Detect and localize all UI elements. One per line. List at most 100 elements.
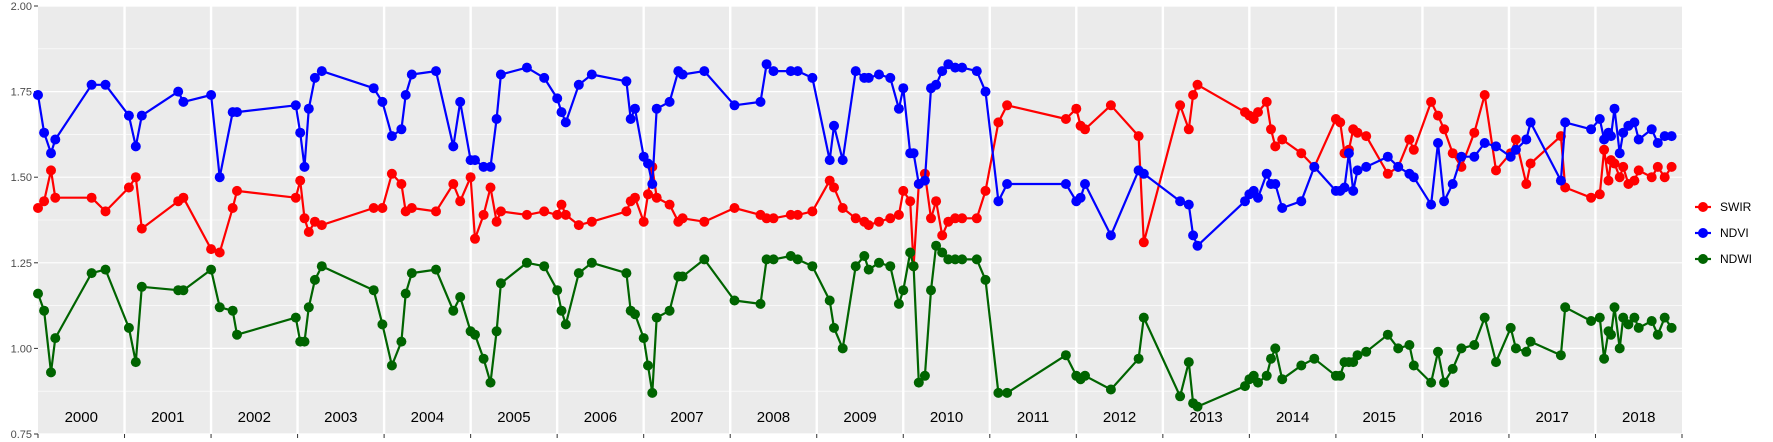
swir-data-point: [664, 199, 675, 210]
ndvi-data-point: [485, 161, 496, 172]
ndvi-data-point: [908, 148, 919, 159]
ndwi-data-point: [123, 322, 134, 333]
ndwi-data-point: [943, 254, 954, 265]
swir-data-point: [316, 220, 327, 231]
swir-data-point: [1525, 158, 1536, 169]
swir-data-point: [1270, 141, 1281, 152]
swir-data-point: [1261, 96, 1272, 107]
year-label: 2003: [324, 409, 357, 426]
swir-data-point: [573, 220, 584, 231]
ndvi-data-point: [1309, 161, 1320, 172]
swir-data-point: [621, 206, 632, 217]
swir-data-point: [950, 213, 961, 224]
ndvi-data-point: [1352, 165, 1363, 176]
swir-data-point: [1404, 134, 1415, 145]
ndvi-data-point: [178, 96, 189, 107]
ndvi-data-point: [539, 72, 550, 83]
swir-data-point: [1266, 124, 1276, 135]
ndwi-data-point: [214, 302, 225, 313]
ndwi-data-point: [368, 285, 379, 296]
swir-data-point: [130, 172, 141, 183]
swir-data-point: [478, 209, 489, 220]
ndvi-data-point: [1525, 117, 1536, 128]
ndwi-data-point: [1192, 401, 1203, 412]
ndwi-data-point: [303, 302, 314, 313]
ndvi-data-point: [625, 114, 636, 124]
ndwi-data-point: [807, 261, 818, 272]
ndvi-data-point: [1614, 148, 1625, 159]
swir-data-point: [931, 196, 942, 207]
swir-data-point: [1433, 110, 1443, 121]
ndwi-data-point: [957, 254, 968, 265]
swir-data-point: [898, 185, 909, 196]
swir-data-point: [643, 189, 653, 200]
legend-ndwi-label: NDWI: [1720, 252, 1752, 266]
swir-data-point: [465, 172, 476, 183]
ndvi-data-point: [455, 96, 466, 107]
ndwi-data-point: [829, 322, 839, 333]
ndwi-data-point: [1633, 322, 1644, 333]
swir-data-point: [874, 216, 884, 227]
ndvi-data-point: [1175, 196, 1186, 207]
ndwi-data-point: [1456, 343, 1467, 354]
ndwi-data-point: [1666, 322, 1677, 333]
legend-ndwi-marker: [1698, 254, 1708, 264]
year-label: 2001: [151, 409, 184, 426]
ndwi-data-point: [1606, 329, 1616, 340]
ndwi-data-point: [560, 319, 571, 330]
ndvi-data-point: [993, 196, 1004, 207]
ndwi-data-point: [552, 285, 563, 296]
ndwi-data-point: [39, 305, 50, 316]
ndvi-data-point: [1382, 151, 1393, 162]
ndvi-data-point: [377, 96, 388, 107]
ndwi-data-point: [232, 329, 242, 340]
swir-data-point: [677, 213, 688, 224]
swir-data-point: [1491, 165, 1501, 176]
ndwi-data-point: [761, 254, 772, 265]
ndvi-data-point: [1618, 127, 1629, 138]
swir-data-point: [1594, 189, 1605, 200]
ndwi-data-point: [1586, 316, 1597, 326]
legend-swir-label: SWIR: [1720, 200, 1752, 214]
ndvi-data-point: [86, 79, 97, 90]
ndvi-data-point: [1555, 175, 1566, 186]
swir-data-point: [560, 209, 571, 220]
ndvi-data-point: [556, 107, 567, 118]
ndwi-data-point: [431, 264, 441, 275]
swir-data-point: [1659, 172, 1670, 183]
ndwi-data-point: [850, 261, 861, 272]
ndvi-data-point: [470, 155, 480, 166]
ndvi-data-point: [232, 107, 242, 118]
ndvi-data-point: [1426, 199, 1437, 210]
ndvi-data-point: [1560, 117, 1571, 128]
ndvi-data-point: [1188, 230, 1199, 241]
swir-data-point: [1521, 179, 1532, 189]
ndwi-data-point: [638, 333, 649, 344]
ndwi-data-point: [1614, 343, 1625, 354]
legend-ndvi-label: NDVI: [1720, 226, 1749, 240]
ndvi-data-point: [1646, 124, 1657, 135]
ndvi-data-point: [491, 114, 502, 124]
ndvi-data-point: [824, 155, 835, 166]
ndwi-data-point: [406, 268, 417, 279]
ndwi-data-point: [227, 305, 238, 316]
swir-data-point: [50, 192, 61, 203]
swir-data-point: [491, 216, 502, 227]
ndwi-data-point: [919, 370, 930, 381]
swir-data-point: [1447, 148, 1458, 159]
swir-data-point: [368, 203, 379, 213]
ndwi-data-point: [539, 261, 550, 272]
ndvi-data-point: [1439, 196, 1450, 207]
ndwi-data-point: [792, 254, 803, 265]
ndwi-data-point: [50, 333, 61, 344]
ndvi-data-point: [980, 86, 991, 97]
ndvi-data-point: [573, 79, 584, 90]
ndwi-data-point: [859, 251, 870, 261]
swir-data-point: [214, 247, 225, 258]
ndvi-data-point: [850, 66, 861, 77]
ndwi-data-point: [1426, 377, 1437, 388]
ndwi-data-point: [1309, 353, 1320, 364]
swir-data-point: [807, 206, 818, 217]
swir-data-point: [1510, 134, 1521, 145]
ndvi-data-point: [123, 110, 134, 121]
